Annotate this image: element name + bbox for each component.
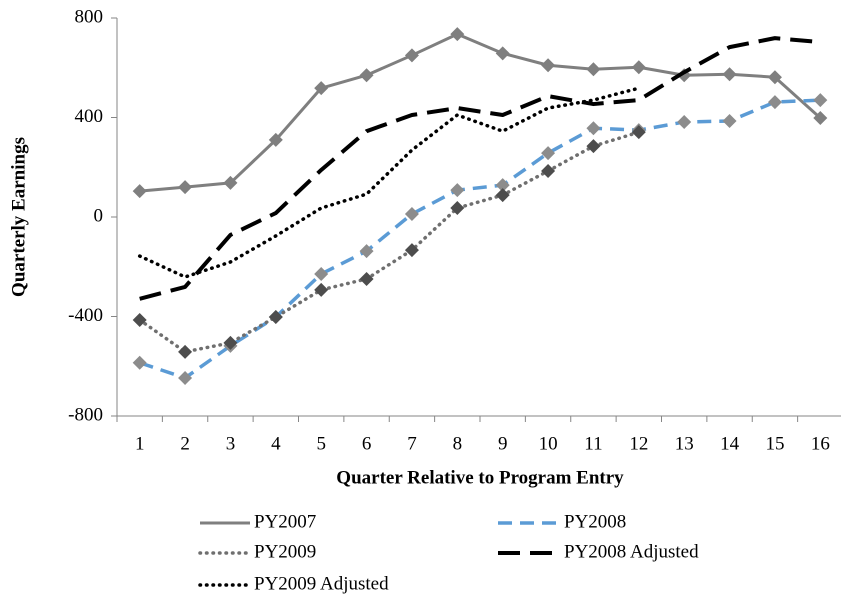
- data-marker: [404, 207, 419, 222]
- data-marker: [359, 68, 374, 83]
- y-tick-label: -800: [68, 404, 103, 425]
- data-marker: [223, 335, 238, 350]
- data-marker: [767, 95, 782, 110]
- data-marker: [813, 93, 828, 108]
- legend-label: PY2008 Adjusted: [564, 541, 699, 562]
- legend-label: PY2008: [564, 511, 626, 532]
- y-tick-label: 400: [75, 106, 104, 127]
- x-tick-label: 16: [811, 433, 830, 454]
- y-tick-label: 0: [94, 205, 104, 226]
- x-tick-label: 14: [720, 433, 740, 454]
- data-marker: [541, 163, 556, 178]
- data-marker: [404, 48, 419, 63]
- data-marker: [178, 180, 193, 195]
- x-tick-label: 3: [226, 433, 236, 454]
- x-tick-label: 13: [675, 433, 694, 454]
- data-marker: [132, 184, 147, 199]
- data-marker: [495, 178, 510, 193]
- series-line: [137, 130, 641, 354]
- data-marker: [767, 70, 782, 85]
- y-axis-title: Quarterly Earnings: [8, 137, 29, 297]
- x-tick-label: 9: [498, 433, 508, 454]
- data-marker: [495, 188, 510, 203]
- data-marker: [450, 201, 465, 216]
- data-marker: [223, 175, 238, 190]
- series-line: [139, 98, 821, 380]
- data-marker: [631, 60, 646, 75]
- x-tick-label: 8: [453, 433, 463, 454]
- series-line: [139, 32, 822, 193]
- data-marker: [813, 110, 828, 125]
- x-tick-label: 15: [765, 433, 784, 454]
- data-marker: [586, 121, 601, 136]
- data-marker: [586, 139, 601, 154]
- data-marker: [404, 243, 419, 258]
- legend-label: PY2009: [254, 541, 316, 562]
- data-marker: [722, 67, 737, 82]
- data-marker: [359, 244, 374, 259]
- x-tick-label: 4: [271, 433, 281, 454]
- x-tick-label: 5: [316, 433, 326, 454]
- y-tick-label: -400: [68, 305, 103, 326]
- y-tick-label: 800: [75, 6, 104, 27]
- legend-label: PY2007: [254, 511, 316, 532]
- x-tick-label: 11: [584, 433, 602, 454]
- data-marker: [541, 146, 556, 161]
- data-marker: [132, 312, 147, 327]
- x-tick-label: 12: [629, 433, 648, 454]
- data-marker: [268, 309, 283, 324]
- data-marker: [268, 132, 283, 147]
- x-axis-title: Quarter Relative to Program Entry: [336, 467, 624, 488]
- data-marker: [586, 62, 601, 77]
- x-tick-label: 7: [407, 433, 417, 454]
- data-marker: [314, 81, 329, 96]
- legend-label: PY2009 Adjusted: [254, 573, 389, 594]
- data-marker: [314, 266, 329, 281]
- x-tick-label: 2: [180, 433, 190, 454]
- series-line: [137, 86, 641, 279]
- x-tick-label: 10: [539, 433, 558, 454]
- x-tick-label: 1: [135, 433, 145, 454]
- data-marker: [132, 355, 147, 370]
- data-marker: [178, 370, 193, 385]
- data-marker: [314, 282, 329, 297]
- data-marker: [677, 114, 692, 129]
- data-marker: [631, 125, 646, 140]
- data-marker: [541, 58, 556, 73]
- data-marker: [359, 271, 374, 286]
- series-line: [139, 36, 821, 301]
- data-marker: [450, 27, 465, 42]
- x-tick-label: 6: [362, 433, 372, 454]
- data-marker: [178, 344, 193, 359]
- data-marker: [495, 46, 510, 61]
- data-marker: [722, 113, 737, 128]
- data-marker: [450, 183, 465, 198]
